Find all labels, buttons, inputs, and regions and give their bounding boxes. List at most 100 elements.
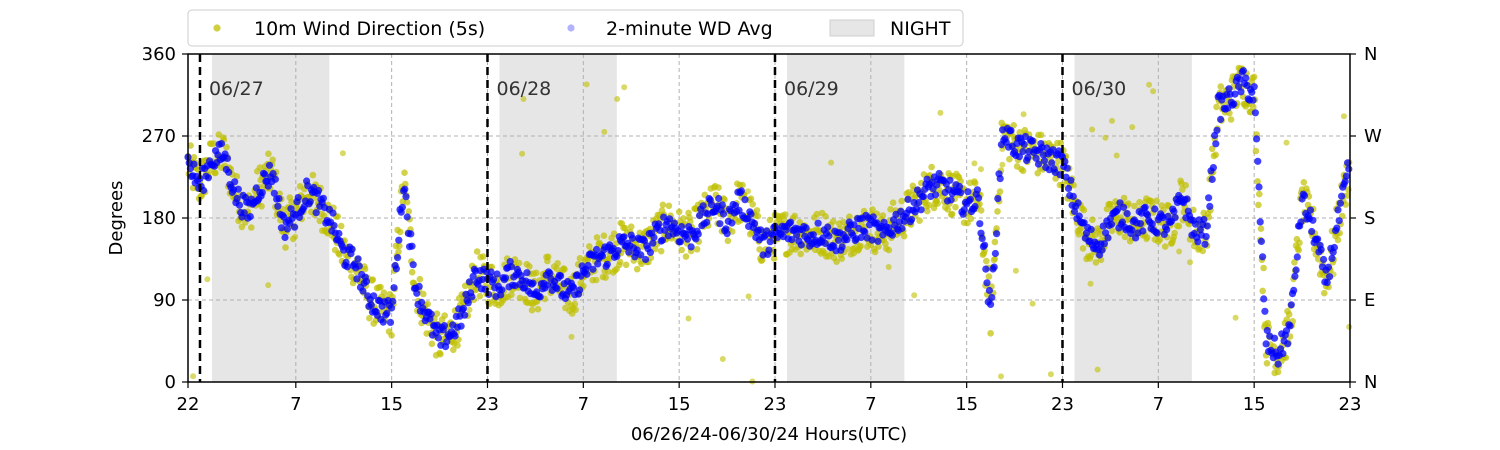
series-wd-2min-avg <box>184 67 1353 368</box>
data-point <box>1315 255 1322 263</box>
data-point <box>715 184 722 191</box>
data-point <box>1283 139 1290 146</box>
data-point <box>793 231 801 239</box>
x-tick-label: 7 <box>865 394 876 415</box>
data-point <box>479 253 487 260</box>
data-point <box>367 301 375 309</box>
day-marker-layer: 06/27 06/28 06/29 06/30 <box>198 54 1126 382</box>
x-tick-label: 23 <box>1051 394 1074 415</box>
data-point <box>753 207 761 214</box>
y-axis-title: Degrees <box>106 181 127 256</box>
data-point <box>985 286 994 295</box>
data-point <box>1019 147 1027 156</box>
data-point <box>306 198 314 206</box>
data-point <box>1104 234 1112 242</box>
data-point <box>935 169 943 178</box>
data-point <box>874 237 882 245</box>
data-point <box>1131 202 1138 210</box>
data-point <box>687 243 695 251</box>
day-marker-label: 06/30 <box>1071 78 1126 100</box>
data-point <box>1146 81 1153 88</box>
data-point <box>882 240 889 247</box>
data-point <box>1120 194 1128 202</box>
data-point <box>1254 178 1261 185</box>
data-point <box>1336 199 1344 207</box>
data-point <box>240 209 248 217</box>
data-point <box>1217 115 1225 123</box>
data-point <box>1334 236 1342 244</box>
data-point <box>1150 88 1157 95</box>
data-point <box>1291 272 1299 280</box>
data-point <box>683 235 692 243</box>
data-point <box>1182 182 1189 189</box>
data-point <box>1136 220 1144 228</box>
data-point <box>977 207 985 214</box>
data-point <box>747 210 755 218</box>
data-point <box>1256 218 1264 226</box>
data-point <box>637 251 645 259</box>
data-point <box>983 257 990 265</box>
data-point <box>728 219 736 227</box>
data-point <box>797 250 804 258</box>
data-point <box>281 233 289 242</box>
data-point <box>396 228 404 236</box>
data-point <box>589 265 597 273</box>
data-point <box>1203 222 1211 230</box>
data-point <box>809 231 817 239</box>
data-point <box>1108 227 1116 235</box>
data-point <box>1213 126 1221 134</box>
x-tick-label: 15 <box>1243 394 1266 415</box>
data-point <box>534 305 542 313</box>
data-point <box>402 180 409 188</box>
data-point <box>561 265 568 273</box>
data-point <box>666 215 674 223</box>
data-point <box>987 300 995 308</box>
data-point <box>1209 164 1217 172</box>
data-point <box>628 234 637 242</box>
data-point <box>1054 158 1062 165</box>
data-point <box>383 309 391 317</box>
data-point <box>917 206 925 214</box>
data-point <box>377 283 384 291</box>
data-point <box>261 170 269 178</box>
data-point <box>187 142 194 149</box>
data-point <box>633 265 641 273</box>
data-point <box>694 230 702 238</box>
data-point <box>900 232 908 240</box>
data-point <box>223 154 232 162</box>
data-point <box>1016 129 1023 136</box>
data-point <box>402 193 410 201</box>
data-point <box>1064 184 1073 192</box>
data-point <box>1300 179 1308 186</box>
data-point <box>1089 216 1096 223</box>
legend-marker <box>567 24 575 32</box>
data-point <box>570 284 578 292</box>
data-point <box>380 289 388 297</box>
data-point <box>1123 210 1131 218</box>
data-point <box>719 356 726 362</box>
data-point <box>904 195 912 203</box>
data-point <box>1034 160 1043 168</box>
data-point <box>960 206 968 214</box>
data-point <box>991 238 999 246</box>
data-point <box>908 215 916 224</box>
data-point <box>1293 253 1301 261</box>
data-point <box>265 150 272 158</box>
data-point <box>787 218 795 226</box>
data-point <box>834 236 843 244</box>
data-point <box>788 236 796 244</box>
data-point <box>675 208 683 216</box>
data-point <box>1248 88 1256 96</box>
data-point <box>1099 222 1107 230</box>
data-point <box>1342 172 1350 180</box>
data-point <box>1250 103 1257 111</box>
data-point <box>461 311 469 319</box>
data-point <box>269 156 277 164</box>
data-point <box>898 224 906 233</box>
data-point <box>234 185 242 193</box>
legend-night-swatch <box>829 19 875 37</box>
data-point <box>1284 340 1292 348</box>
data-point <box>957 189 965 197</box>
data-point <box>703 218 711 226</box>
